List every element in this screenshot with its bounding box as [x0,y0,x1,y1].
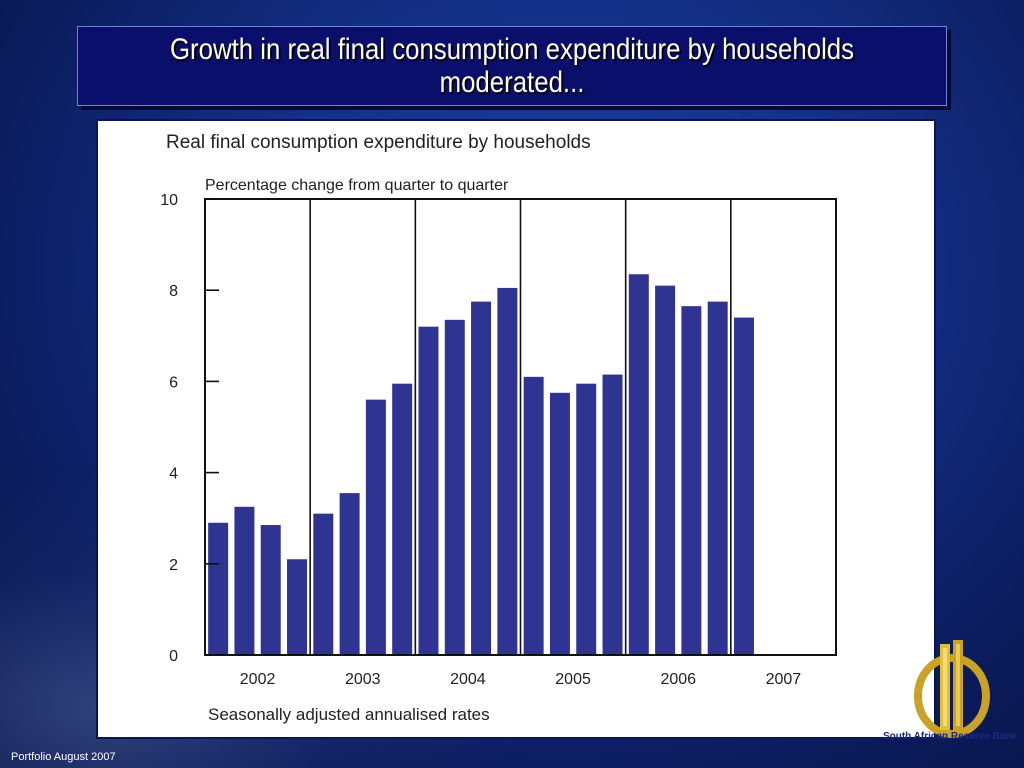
slide-title-box: Growth in real final consumption expendi… [77,26,947,106]
y-tick-label: 6 [169,374,178,391]
logo-text: South African Reserve Bank [882,731,1018,742]
plot-frame [204,198,837,656]
y-tick-label: 0 [169,648,178,665]
y-tick-label: 8 [169,283,178,300]
bar-2007Q1 [733,317,754,655]
x-year-label: 2006 [660,671,696,688]
bar-2003Q2 [339,493,360,655]
bar-2003Q1 [313,513,334,655]
bar-2006Q1 [628,274,649,655]
chart-panel: Real final consumption expenditure by ho… [96,119,936,739]
bar-2005Q4 [602,374,623,655]
bar-chart: Real final consumption expenditure by ho… [160,132,837,724]
bar-2002Q1 [208,522,229,655]
x-year-label: 2007 [766,671,802,688]
reserve-bank-logo [914,640,990,738]
bar-2004Q3 [471,301,492,655]
bar-2004Q4 [497,287,518,655]
bar-2003Q3 [365,399,386,655]
bar-2002Q4 [287,559,308,655]
bar-2006Q2 [655,285,676,655]
slide-title: Growth in real final consumption expendi… [169,33,855,99]
y-tick-label: 2 [169,557,178,574]
bar-2004Q2 [444,319,465,655]
bar-2002Q3 [260,525,281,655]
bar-2005Q1 [523,376,544,655]
bar-2006Q4 [707,301,728,655]
y-tick-label: 10 [160,192,178,209]
bar-2005Q3 [576,383,597,655]
chart-title: Real final consumption expenditure by ho… [166,132,591,153]
bar-2005Q2 [549,392,570,655]
bar-2004Q1 [418,326,439,655]
chart-subtitle: Percentage change from quarter to quarte… [205,177,509,194]
x-year-label: 2003 [345,671,381,688]
footer-text: Portfolio August 2007 [11,751,116,763]
bar-2006Q3 [681,306,702,655]
x-year-label: 2005 [555,671,591,688]
x-year-label: 2004 [450,671,486,688]
y-tick-label: 4 [169,466,178,483]
bar-2002Q2 [234,506,255,655]
x-year-label: 2002 [240,671,276,688]
plot-area: 0 2 4 6 8 10 2002 2003 2004 2005 2006 2007 [160,192,837,688]
chart-footnote: Seasonally adjusted annualised rates [208,705,490,724]
bar-2003Q4 [392,383,413,655]
